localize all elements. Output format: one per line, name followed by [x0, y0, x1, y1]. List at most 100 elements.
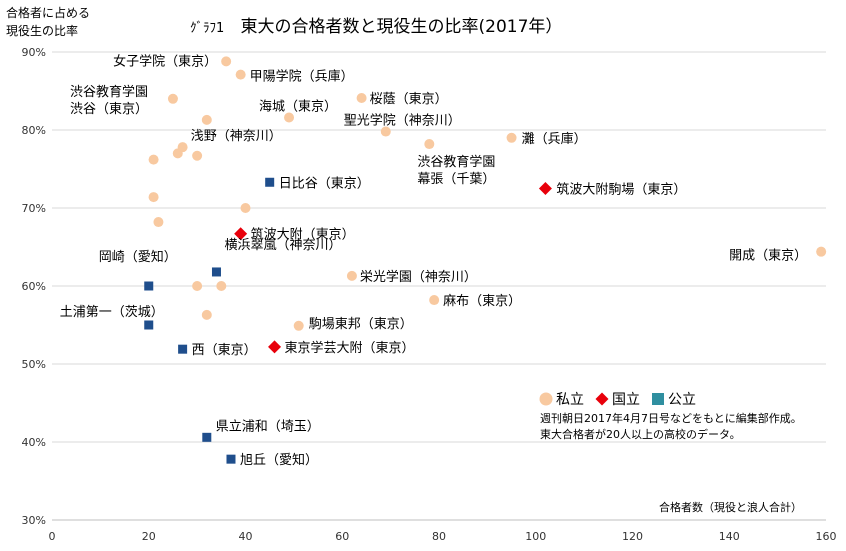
- x-tick-label: 60: [335, 530, 349, 543]
- data-point-circle: [506, 132, 517, 143]
- data-point-circle: [167, 93, 178, 104]
- data-point-circle: [148, 154, 159, 165]
- data-label: 渋谷教育学園渋谷（東京）: [70, 84, 148, 117]
- y-axis-title: 合格者に占める 現役生の比率: [6, 4, 90, 40]
- data-label-line: 渋谷（東京）: [70, 101, 148, 117]
- data-label: 筑波大附（東京）: [251, 227, 355, 243]
- data-point-square: [265, 177, 275, 187]
- y-tick-label: 70%: [22, 202, 46, 215]
- chart-title-text: 東大の合格者数と現役生の比率(2017年）: [240, 17, 563, 37]
- data-label: 聖光学院（神奈川）: [344, 113, 461, 129]
- data-point-square: [144, 320, 154, 330]
- x-axis-title: 合格者数（現役と浪人合計）: [659, 500, 802, 514]
- legend-marker-circle: [539, 392, 553, 406]
- data-label-line: 灘（兵庫）: [522, 132, 587, 147]
- data-label-line: 岡崎（愛知）: [99, 249, 177, 265]
- data-label-line: 女子学院（東京）: [113, 53, 217, 69]
- data-label-line: 甲陽学院（兵庫）: [250, 69, 354, 85]
- data-label: 横浜翠嵐（神奈川）: [224, 238, 341, 253]
- data-point-circle: [221, 56, 232, 67]
- data-point-circle: [192, 150, 203, 161]
- chart-title: ｸﾞﾗﾌ1 東大の合格者数と現役生の比率(2017年）: [190, 12, 562, 37]
- legend-label: 公立: [668, 392, 696, 408]
- data-label-line: 聖光学院（神奈川）: [344, 113, 461, 129]
- data-point-diamond: [234, 227, 248, 241]
- y-tick-label: 80%: [22, 124, 46, 137]
- data-label: 西（東京）: [192, 342, 257, 358]
- data-point-square: [202, 432, 212, 442]
- data-label-line: 幕張（千葉）: [417, 172, 495, 187]
- legend-label: 私立: [556, 392, 584, 408]
- data-label-line: 横浜翠嵐（神奈川）: [224, 238, 341, 253]
- data-label: 栄光学園（神奈川）: [360, 269, 477, 285]
- data-label-line: 栄光学園（神奈川）: [360, 269, 477, 285]
- data-label: 筑波大附駒場（東京）: [556, 182, 686, 198]
- legend-marker-diamond: [595, 392, 609, 406]
- data-label: 海城（東京）: [259, 99, 337, 115]
- data-label-line: 渋谷教育学園: [417, 154, 495, 170]
- y-tick-label: 40%: [22, 436, 46, 449]
- y-tick-label: 50%: [22, 358, 46, 371]
- data-label: 県立浦和（埼玉）: [216, 419, 320, 434]
- data-point-square: [144, 281, 154, 291]
- data-point-circle: [380, 126, 391, 137]
- data-point-square: [211, 267, 221, 277]
- source-note: 週刊朝日2017年4月7日号などをもとに編集部作成。: [540, 411, 802, 425]
- data-label-line: 渋谷教育学園: [70, 84, 148, 100]
- data-point-circle: [216, 281, 227, 291]
- data-point-diamond: [538, 182, 552, 195]
- data-label: 開成（東京）: [729, 248, 807, 264]
- data-point-circle: [235, 69, 246, 80]
- x-tick-label: 80: [432, 530, 446, 543]
- data-label: 麻布（東京）: [443, 293, 521, 309]
- data-point-square: [178, 344, 188, 354]
- data-label-line: 土浦第一（茨城）: [60, 305, 164, 320]
- legend-marker-square: [652, 393, 664, 405]
- data-point-circle: [148, 192, 159, 203]
- x-tick-label: 0: [49, 530, 56, 543]
- data-label: 桜蔭（東京）: [370, 91, 448, 107]
- x-tick-label: 160: [816, 530, 837, 543]
- data-label-line: 桜蔭（東京）: [370, 91, 448, 107]
- x-tick-label: 100: [525, 530, 546, 543]
- data-label: 駒場東邦（東京）: [309, 316, 413, 332]
- y-tick-label: 30%: [22, 514, 46, 527]
- data-label: 日比谷（東京）: [279, 175, 370, 191]
- source-note: 東大合格者が20人以上の高校のデータ。: [540, 427, 741, 441]
- x-tick-label: 20: [142, 530, 156, 543]
- data-label: 灘（兵庫）: [522, 132, 587, 147]
- data-label: 東京学芸大附（東京）: [285, 340, 415, 356]
- data-label-line: 旭丘（愛知）: [240, 452, 318, 468]
- y-axis-title-line2: 現役生の比率: [6, 24, 79, 38]
- data-label-line: 浅野（神奈川）: [191, 129, 282, 144]
- data-point-circle: [293, 320, 304, 331]
- data-label: 甲陽学院（兵庫）: [250, 69, 354, 85]
- data-point-circle: [153, 217, 164, 228]
- data-label-line: 駒場東邦（東京）: [309, 316, 413, 332]
- y-tick-label: 90%: [22, 46, 46, 59]
- data-label: 土浦第一（茨城）: [60, 305, 164, 320]
- data-label: 浅野（神奈川）: [191, 129, 282, 144]
- data-point-circle: [429, 295, 440, 306]
- data-label-line: 県立浦和（埼玉）: [216, 419, 320, 434]
- y-tick-label: 60%: [22, 280, 46, 293]
- data-label-line: 麻布（東京）: [443, 293, 521, 309]
- data-point-circle: [424, 139, 435, 150]
- data-label: 旭丘（愛知）: [240, 452, 318, 468]
- x-tick-label: 40: [239, 530, 253, 543]
- data-label-line: 西（東京）: [192, 342, 257, 358]
- data-point-circle: [284, 112, 295, 123]
- data-label-line: 筑波大附（東京）: [251, 227, 355, 243]
- data-point-circle: [240, 203, 251, 213]
- y-axis-title-line1: 合格者に占める: [6, 6, 91, 20]
- data-point-circle: [201, 309, 212, 320]
- data-point-circle: [346, 270, 357, 281]
- data-label: 渋谷教育学園幕張（千葉）: [417, 154, 495, 187]
- data-point-circle: [356, 93, 367, 104]
- data-point-circle: [192, 281, 203, 291]
- data-label: 女子学院（東京）: [113, 53, 217, 69]
- data-point-circle: [201, 114, 212, 125]
- data-point-circle: [816, 246, 827, 257]
- data-point-diamond: [268, 340, 282, 354]
